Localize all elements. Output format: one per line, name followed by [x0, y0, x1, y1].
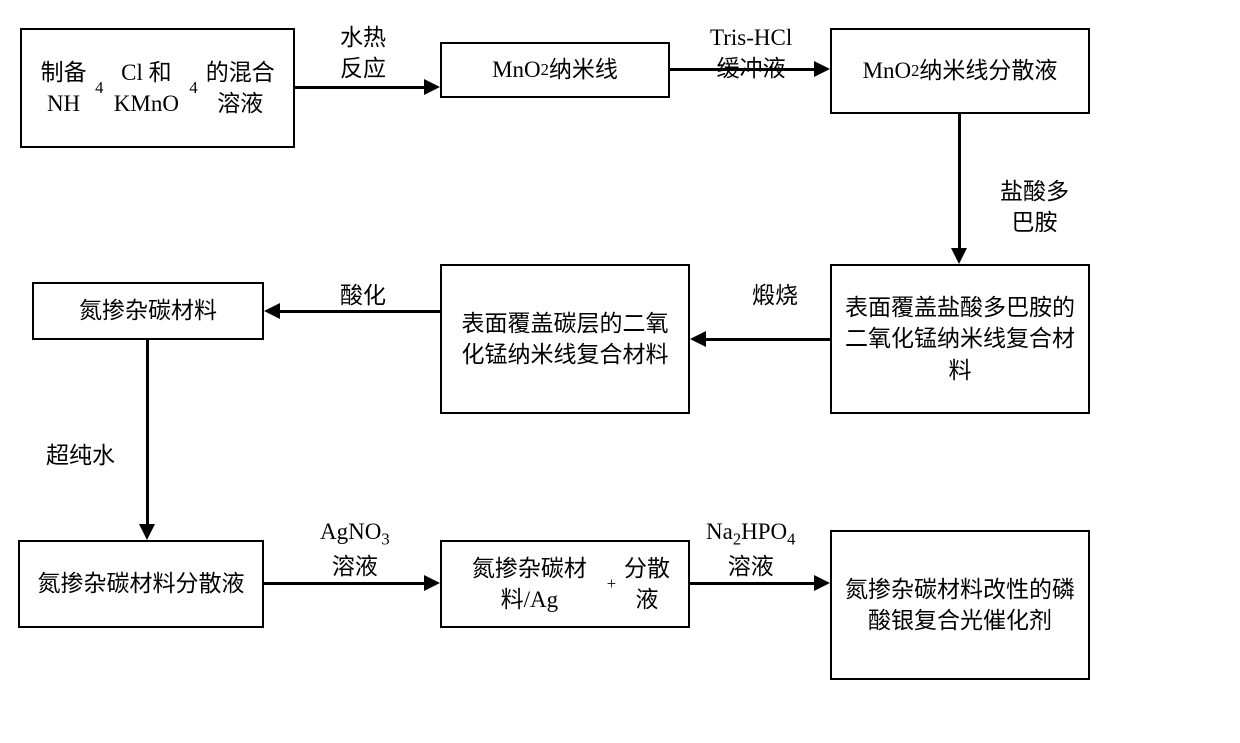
edge-label-e67: 超纯水 [46, 440, 115, 471]
flow-node-7: 氮掺杂碳材料分散液 [18, 540, 264, 628]
arrow-e23 [670, 68, 814, 71]
edge-label-e23: Tris-HCl缓冲液 [710, 22, 792, 84]
edge-label-e78: AgNO3溶液 [320, 516, 390, 582]
arrow-e56 [280, 310, 440, 313]
flow-node-2: MnO2 纳米线 [440, 42, 670, 98]
flow-node-1: 制备 NH4Cl 和KMnO4 的混合溶液 [20, 28, 295, 148]
edge-label-e56: 酸化 [340, 280, 386, 311]
arrow-head-e67 [139, 524, 155, 540]
arrow-head-e89 [814, 575, 830, 591]
flow-node-9: 氮掺杂碳材料改性的磷酸银复合光催化剂 [830, 530, 1090, 680]
arrow-head-e56 [264, 303, 280, 319]
arrow-head-e45 [690, 331, 706, 347]
arrow-head-e23 [814, 61, 830, 77]
flow-node-5: 表面覆盖碳层的二氧化锰纳米线复合材料 [440, 264, 690, 414]
arrow-head-e78 [424, 575, 440, 591]
edge-label-e34: 盐酸多巴胺 [1000, 176, 1069, 238]
flow-node-4: 表面覆盖盐酸多巴胺的二氧化锰纳米线复合材料 [830, 264, 1090, 414]
edge-label-e89: Na2HPO4溶液 [706, 516, 795, 582]
flow-node-6: 氮掺杂碳材料 [32, 282, 264, 340]
arrow-e34 [958, 114, 961, 248]
arrow-head-e34 [951, 248, 967, 264]
flow-node-8: 氮掺杂碳材料/Ag+分散液 [440, 540, 690, 628]
edge-label-e12: 水热反应 [340, 22, 386, 84]
edge-label-e45: 煅烧 [752, 280, 798, 311]
arrow-e67 [146, 340, 149, 524]
arrow-head-e12 [424, 79, 440, 95]
arrow-e89 [690, 582, 814, 585]
arrow-e12 [295, 86, 424, 89]
arrow-e45 [706, 338, 830, 341]
arrow-e78 [264, 582, 424, 585]
flow-node-3: MnO2 纳米线分散液 [830, 28, 1090, 114]
